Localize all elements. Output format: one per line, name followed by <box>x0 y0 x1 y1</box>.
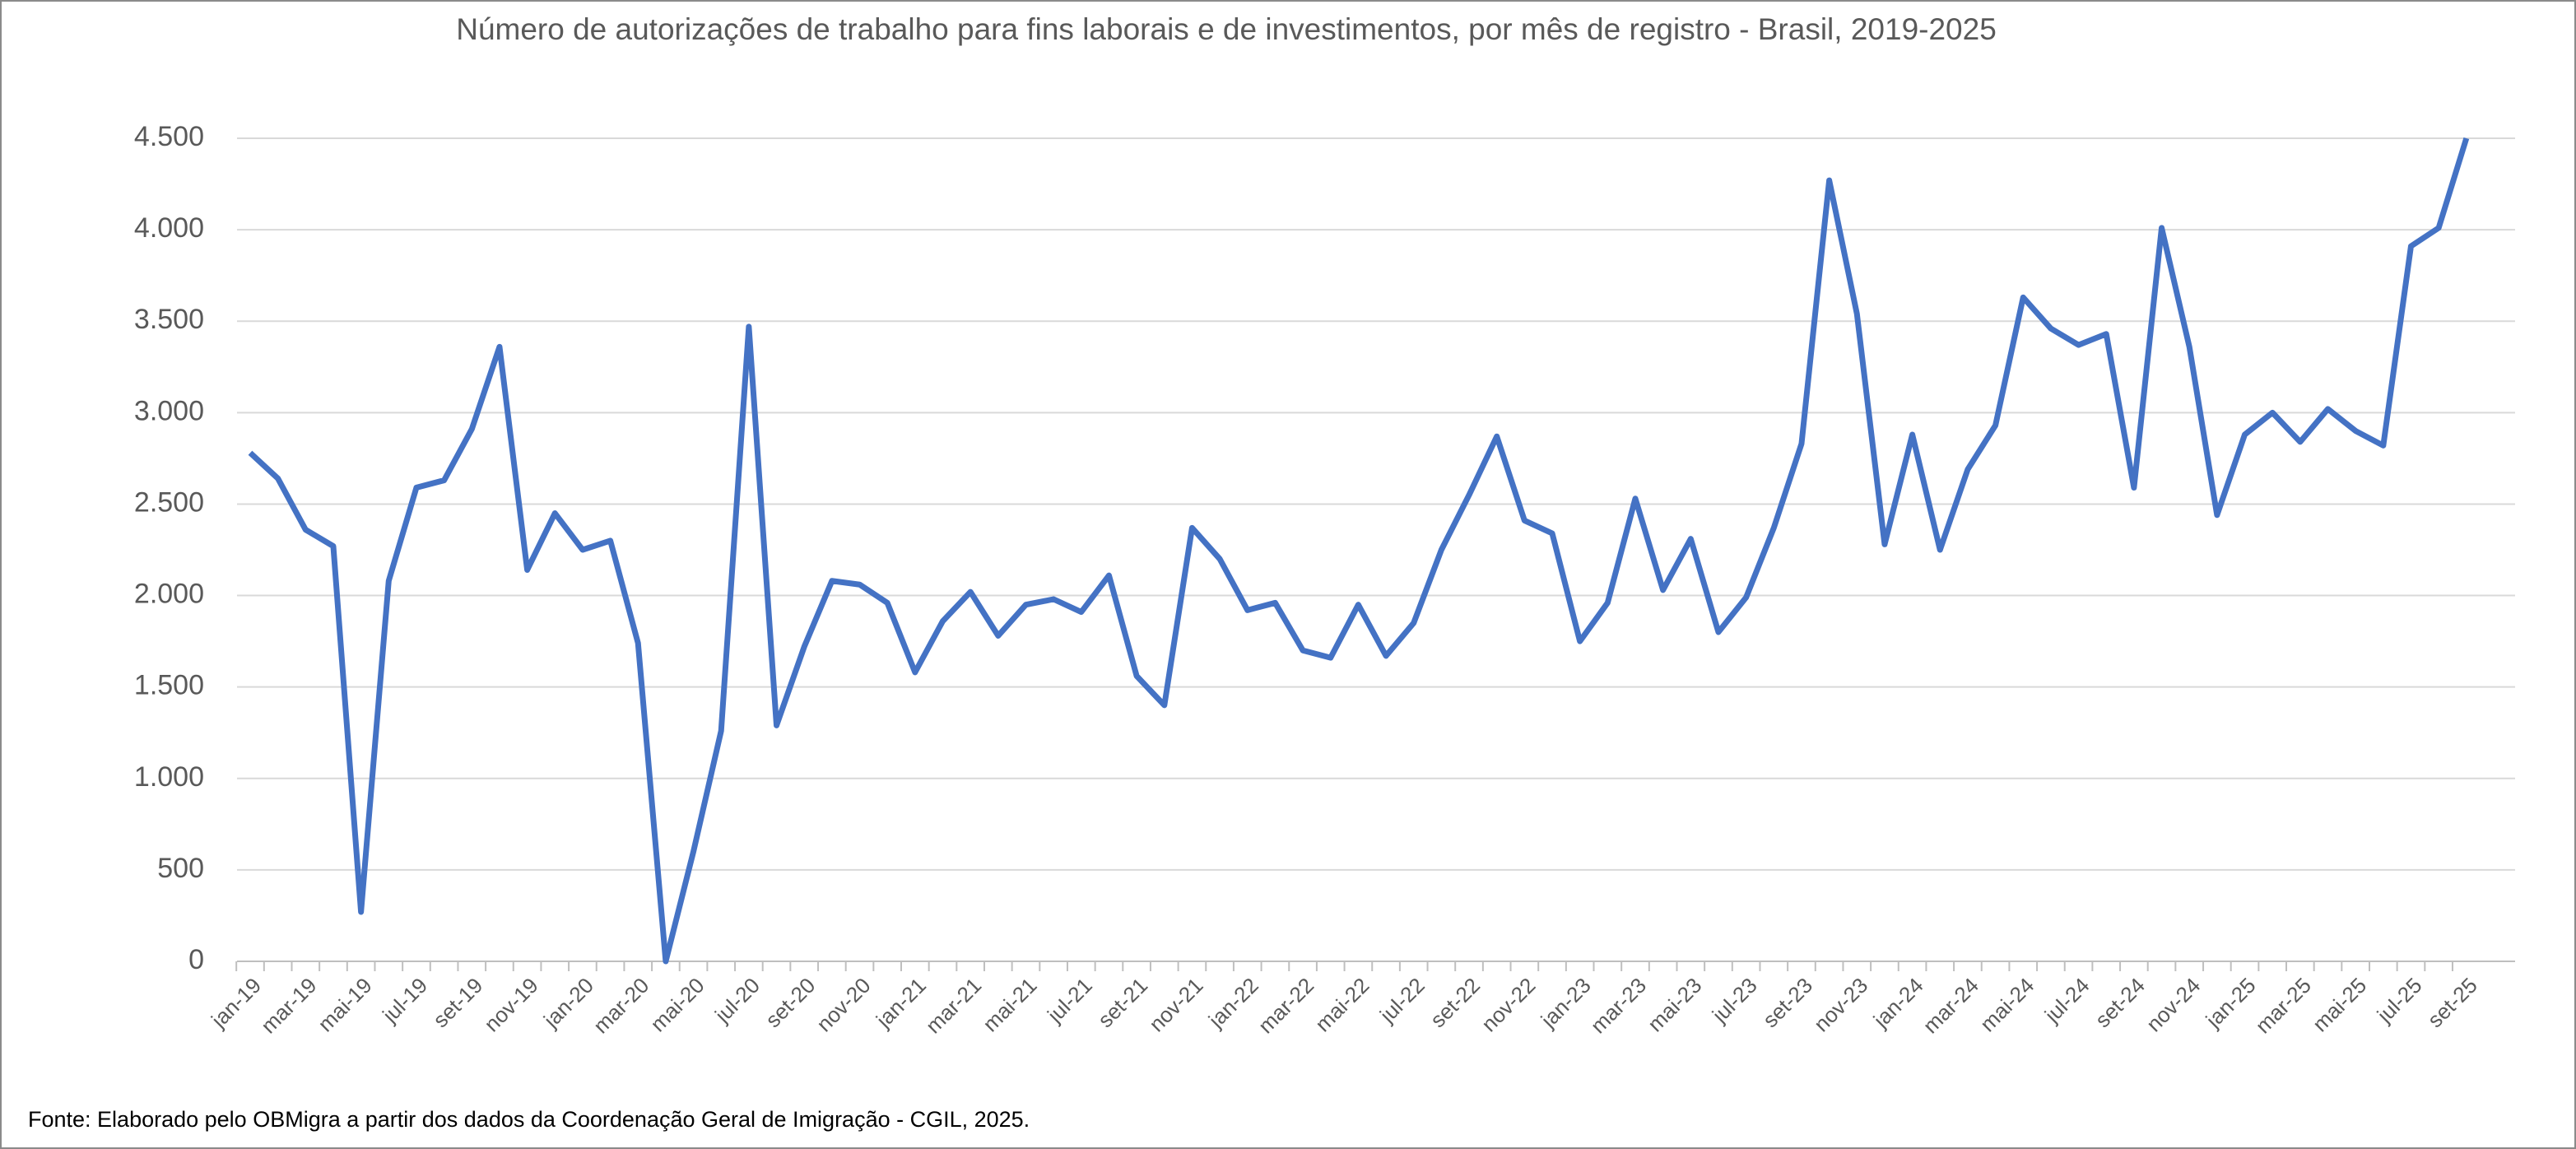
y-tick-label: 2.000 <box>134 579 204 610</box>
source-note: Fonte: Elaborado pelo OBMigra a partir d… <box>28 1107 1030 1132</box>
chart-title: Número de autorizações de trabalho para … <box>456 12 1997 46</box>
data-line <box>248 137 2470 965</box>
y-tick-label: 1.000 <box>134 761 204 793</box>
y-tick-label: 1.500 <box>134 670 204 701</box>
y-tick-label: 3.000 <box>134 395 204 426</box>
y-tick-label: 500 <box>157 853 204 884</box>
y-tick-label: 3.500 <box>134 304 204 335</box>
y-tick-label: 4.500 <box>134 121 204 152</box>
y-tick-label: 4.000 <box>134 212 204 244</box>
y-tick-label: 2.500 <box>134 486 204 518</box>
y-tick-label: 0 <box>188 944 204 975</box>
